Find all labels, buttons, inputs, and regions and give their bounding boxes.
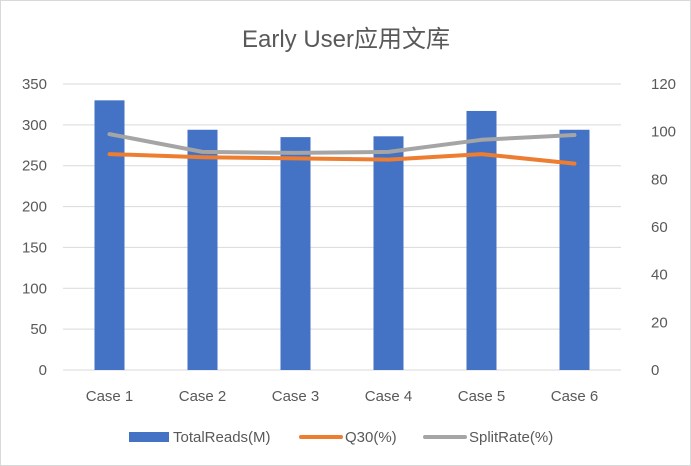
x-tick-label: Case 1: [86, 388, 134, 405]
right-tick-label: 60: [651, 219, 668, 236]
left-tick-label: 50: [30, 321, 47, 338]
left-axis-ticks: 0 50 100 150 200 250 300 350: [22, 76, 47, 379]
bar-series: [94, 100, 590, 371]
right-tick-label: 0: [651, 362, 659, 379]
line-series: [107, 132, 577, 166]
series-line: [107, 132, 577, 155]
right-axis-ticks: 0 20 40 60 80 100 120: [651, 76, 676, 379]
bar: [466, 110, 497, 371]
left-tick-label: 250: [22, 158, 47, 175]
chart-title: Early User应用文库: [242, 26, 450, 53]
x-axis-ticks: Case 1 Case 2 Case 3 Case 4 Case 5 Case 6: [86, 388, 599, 405]
bar: [187, 129, 218, 370]
legend-label: Q30(%): [345, 429, 397, 446]
bar: [559, 129, 590, 370]
left-tick-label: 200: [22, 199, 47, 216]
right-tick-label: 120: [651, 76, 676, 93]
right-tick-label: 100: [651, 124, 676, 141]
left-tick-label: 0: [39, 362, 47, 379]
left-tick-label: 350: [22, 76, 47, 93]
x-tick-label: Case 3: [272, 388, 320, 405]
x-tick-label: Case 4: [365, 388, 413, 405]
bar: [280, 137, 311, 370]
gridlines: [63, 83, 621, 371]
right-tick-label: 40: [651, 267, 668, 284]
x-tick-label: Case 5: [458, 388, 506, 405]
x-tick-label: Case 6: [551, 388, 599, 405]
x-tick-label: Case 2: [179, 388, 227, 405]
right-tick-label: 20: [651, 314, 668, 331]
left-tick-label: 150: [22, 239, 47, 256]
legend-swatch: [129, 432, 169, 442]
bar: [94, 100, 125, 370]
left-tick-label: 300: [22, 117, 47, 134]
left-tick-label: 100: [22, 280, 47, 297]
legend-label: TotalReads(M): [173, 429, 271, 446]
legend-label: SplitRate(%): [469, 429, 553, 446]
series-line: [107, 152, 577, 166]
bar: [373, 136, 404, 370]
legend: TotalReads(M) Q30(%) SplitRate(%): [129, 429, 553, 446]
right-tick-label: 80: [651, 171, 668, 188]
